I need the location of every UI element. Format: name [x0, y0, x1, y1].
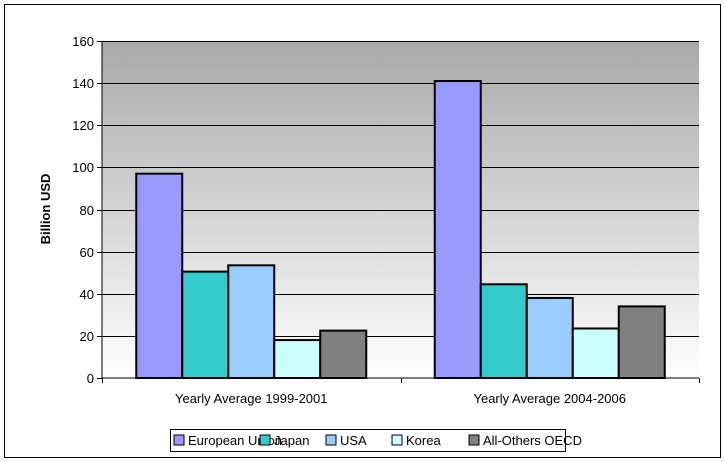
bar-european-union-2 — [433, 80, 482, 380]
y-tick-label: 40 — [80, 287, 94, 302]
y-tick-label: 100 — [72, 160, 94, 175]
y-tick-label: 20 — [80, 329, 94, 344]
y-tick-label: 120 — [72, 118, 94, 133]
legend-label: All-Others OECD — [483, 433, 582, 448]
y-tick-label: 140 — [72, 76, 94, 91]
y-tick-label: 160 — [72, 34, 94, 49]
x-axis-ticks: Yearly Average 1999-2001 Yearly Average 2… — [102, 378, 700, 406]
legend-swatch — [325, 434, 337, 446]
bar-all-others-oecd-1 — [319, 329, 368, 379]
bar-korea-2 — [571, 327, 620, 379]
bar-japan-1 — [181, 270, 230, 379]
bar-usa-1 — [227, 264, 276, 379]
legend-swatch — [468, 434, 480, 446]
bar-japan-2 — [479, 283, 528, 380]
bar-european-union-1 — [135, 172, 184, 379]
x-tick-label: Yearly Average 2004-2006 — [473, 391, 626, 406]
bar-korea-1 — [273, 339, 322, 379]
bar-usa-2 — [525, 296, 574, 379]
y-tick-label: 60 — [80, 245, 94, 260]
legend-swatch — [173, 434, 185, 446]
bars — [135, 80, 666, 380]
y-axis-ticks: 0 20 40 60 80 100 120 140 160 — [72, 34, 102, 386]
legend-label: European Union — [188, 433, 282, 448]
legend-label: USA — [340, 433, 367, 448]
bar-all-others-oecd-2 — [617, 305, 666, 380]
legend-swatch — [391, 434, 403, 446]
legend-label: Japan — [274, 433, 309, 448]
legend-swatch — [259, 434, 271, 446]
legend-label: Korea — [406, 433, 441, 448]
y-tick-label: 80 — [80, 203, 94, 218]
y-tick-label: 0 — [87, 371, 94, 386]
x-tick-label: Yearly Average 1999-2001 — [175, 391, 328, 406]
y-axis-title: Billion USD — [38, 174, 53, 245]
